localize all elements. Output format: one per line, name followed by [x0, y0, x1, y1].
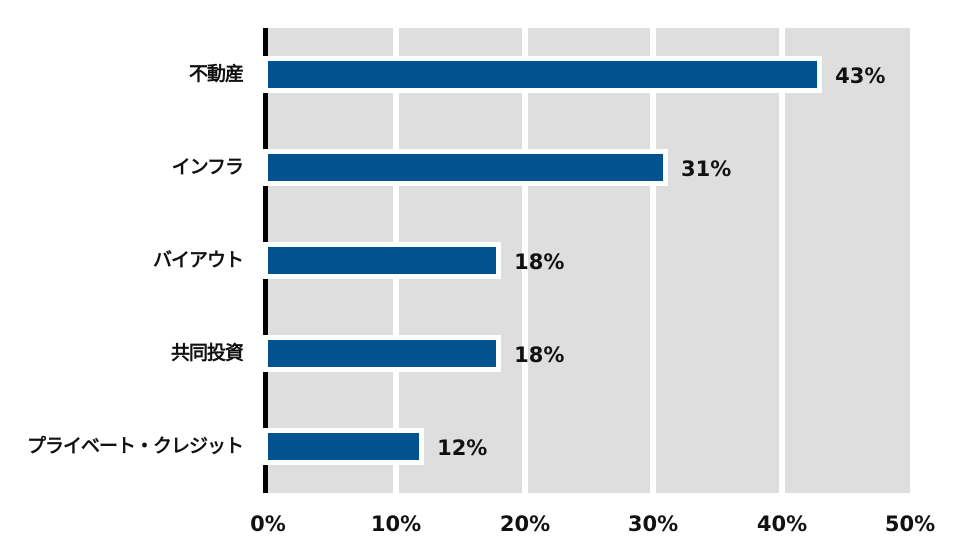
category-label: バイアウト: [152, 249, 244, 271]
x-tick: 30%: [627, 512, 679, 536]
value-label: 18%: [514, 250, 565, 274]
bar: [268, 247, 497, 274]
value-label: 31%: [681, 157, 732, 181]
value-label: 12%: [437, 436, 488, 460]
category-label: プライベート・クレジット: [26, 435, 244, 457]
bar: [268, 340, 497, 367]
category-label: インフラ: [171, 156, 244, 178]
gridline-30: [650, 28, 656, 493]
bar: [268, 154, 664, 181]
gridline-40: [779, 28, 785, 493]
value-label: 18%: [514, 343, 565, 367]
category-label: 共同投資: [170, 342, 244, 364]
x-tick: 20%: [499, 512, 551, 536]
x-tick: 10%: [370, 512, 422, 536]
gridline-20: [522, 28, 528, 493]
bar: [268, 433, 420, 460]
category-label: 不動産: [188, 63, 244, 85]
x-tick: 50%: [884, 512, 936, 536]
x-tick: 0%: [250, 512, 286, 536]
bar: [268, 61, 818, 88]
x-tick: 40%: [756, 512, 808, 536]
y-axis-line: [263, 28, 268, 493]
value-label: 43%: [835, 64, 886, 88]
